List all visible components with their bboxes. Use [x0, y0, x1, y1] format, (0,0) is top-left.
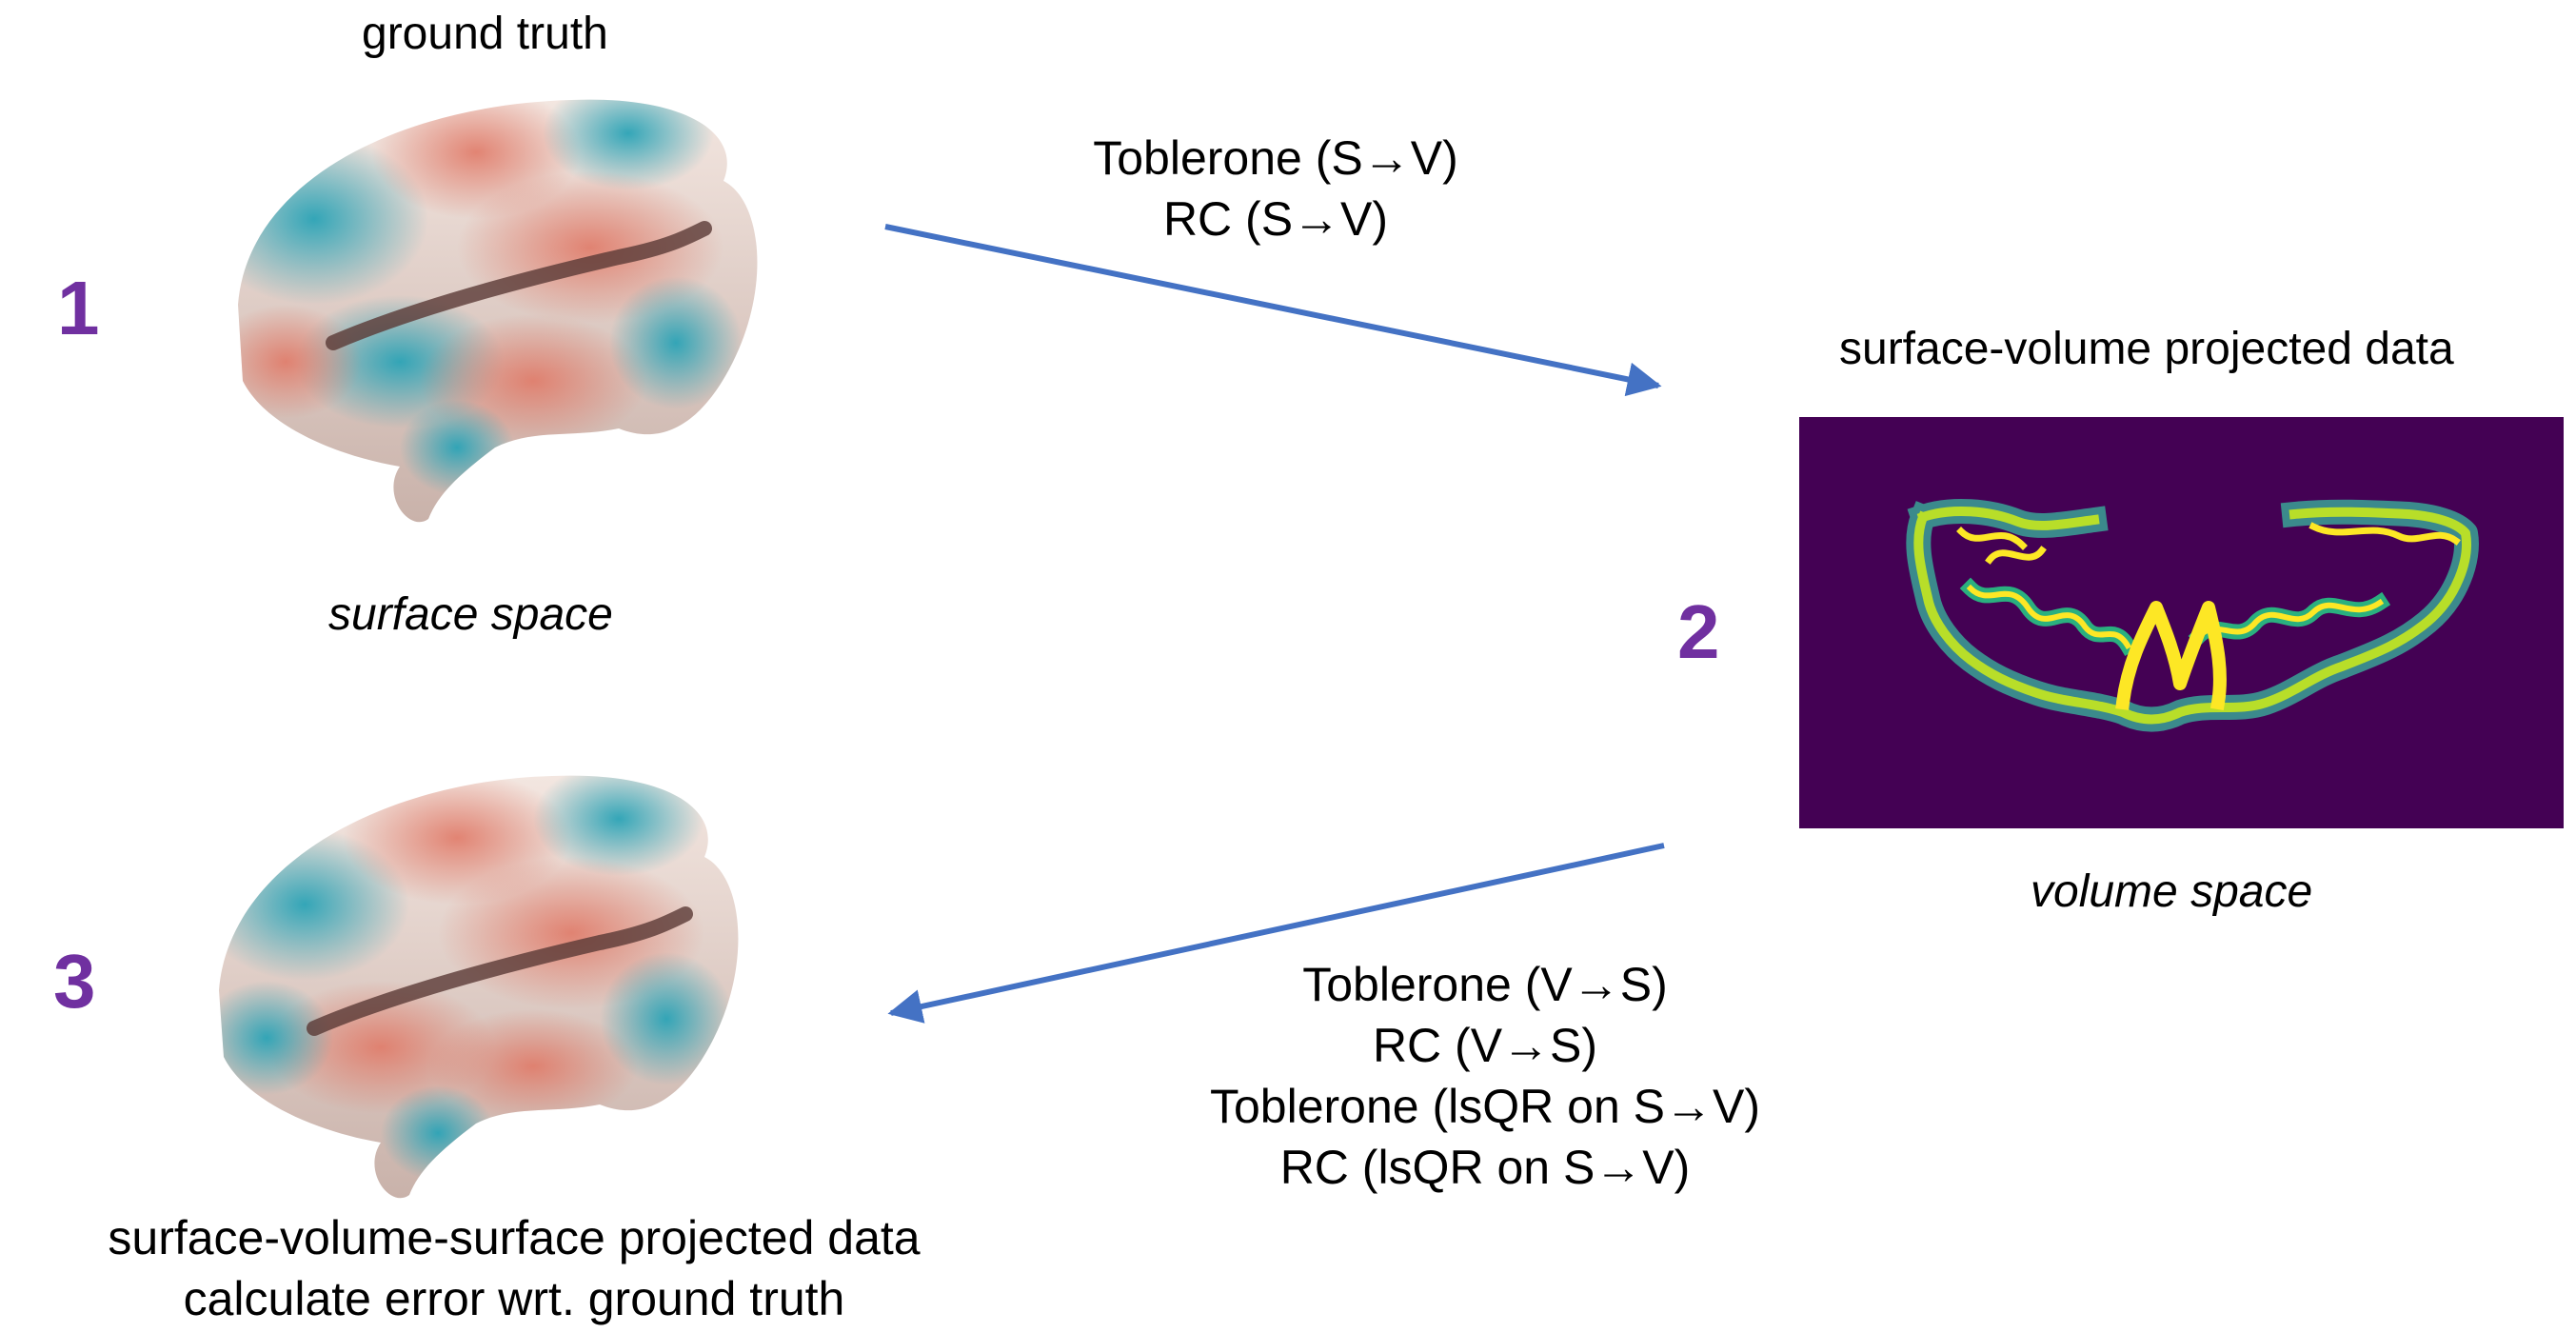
ground-truth-label: ground truth — [362, 9, 608, 59]
backward-projection-arrow — [887, 843, 1665, 1024]
step-2-number: 2 — [1677, 589, 1720, 674]
forward-methods-list: Toblerone (S→V) RC (S→V) — [1076, 128, 1476, 249]
surface-volume-label: surface-volume projected data — [1839, 324, 2454, 374]
backward-methods-list: Toblerone (V→S) RC (V→S) Toblerone (lsQR… — [1180, 954, 1790, 1198]
surface-space-label: surface space — [328, 589, 613, 640]
projected-surface-brain — [219, 775, 739, 1199]
bottom-caption-line: calculate error wrt. ground truth — [183, 1272, 845, 1325]
bottom-caption-line: surface-volume-surface projected data — [108, 1211, 921, 1264]
cortical-ribbon-shape — [1906, 499, 2479, 732]
volume-space-label: volume space — [2031, 866, 2313, 917]
backward-method-item: Toblerone (lsQR on S→V) — [1209, 1080, 1760, 1133]
backward-method-item: RC (V→S) — [1372, 1019, 1598, 1072]
bottom-caption: surface-volume-surface projected data ca… — [57, 1207, 971, 1329]
volume-projection-image — [1799, 417, 2564, 828]
backward-method-item: Toblerone (V→S) — [1302, 958, 1668, 1011]
backward-method-item: RC (lsQR on S→V) — [1279, 1141, 1691, 1194]
forward-projection-arrow — [884, 224, 1662, 397]
forward-method-item: RC (S→V) — [1162, 192, 1389, 246]
step-3-number: 3 — [53, 939, 96, 1024]
step-1-number: 1 — [57, 266, 100, 350]
ground-truth-brain — [238, 99, 758, 523]
forward-method-item: Toblerone (S→V) — [1093, 131, 1458, 185]
